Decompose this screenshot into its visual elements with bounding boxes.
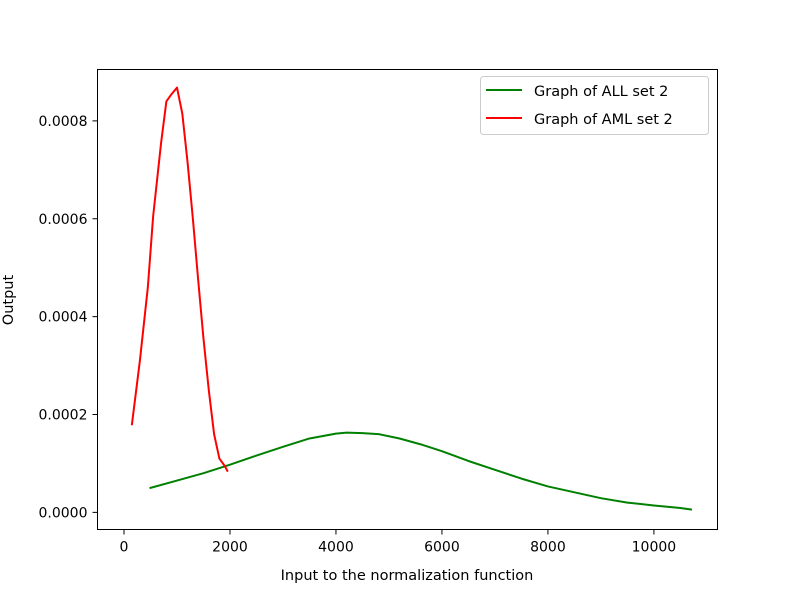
legend-box: [480, 76, 709, 135]
y-tick-label: 0.0002: [39, 408, 88, 424]
x-tick-label: 6000: [424, 540, 460, 556]
legend-label-all-set-2: Graph of ALL set 2: [534, 84, 668, 100]
y-tick-label: 0.0006: [39, 212, 88, 228]
x-axis-ticks: 0 2000 4000 6000 8000 10000: [120, 529, 677, 556]
series-line-graph-of-all-set-2: [149, 431, 693, 511]
y-axis-ticks: 0.0000 0.0002 0.0004 0.0006 0.0008: [39, 114, 98, 521]
y-tick-label: 0.0004: [39, 310, 88, 326]
legend-label-aml-set-2: Graph of AML set 2: [534, 112, 673, 128]
x-tick-label: 0: [120, 540, 129, 556]
plot-frame: [97, 69, 718, 530]
x-tick-label: 2000: [212, 540, 248, 556]
x-axis-label: Input to the normalization function: [281, 568, 534, 584]
x-tick-label: 4000: [318, 540, 354, 556]
y-tick-label: 0.0000: [39, 505, 88, 521]
series-line-graph-of-aml-set-2: [130, 86, 229, 473]
legend: Graph of ALL set 2 Graph of AML set 2: [480, 76, 709, 135]
x-tick-label: 10000: [632, 540, 677, 556]
y-axis-label: Output: [1, 275, 17, 326]
series-lines: [130, 86, 693, 511]
x-tick-label: 8000: [530, 540, 566, 556]
y-tick-label: 0.0008: [39, 114, 88, 130]
